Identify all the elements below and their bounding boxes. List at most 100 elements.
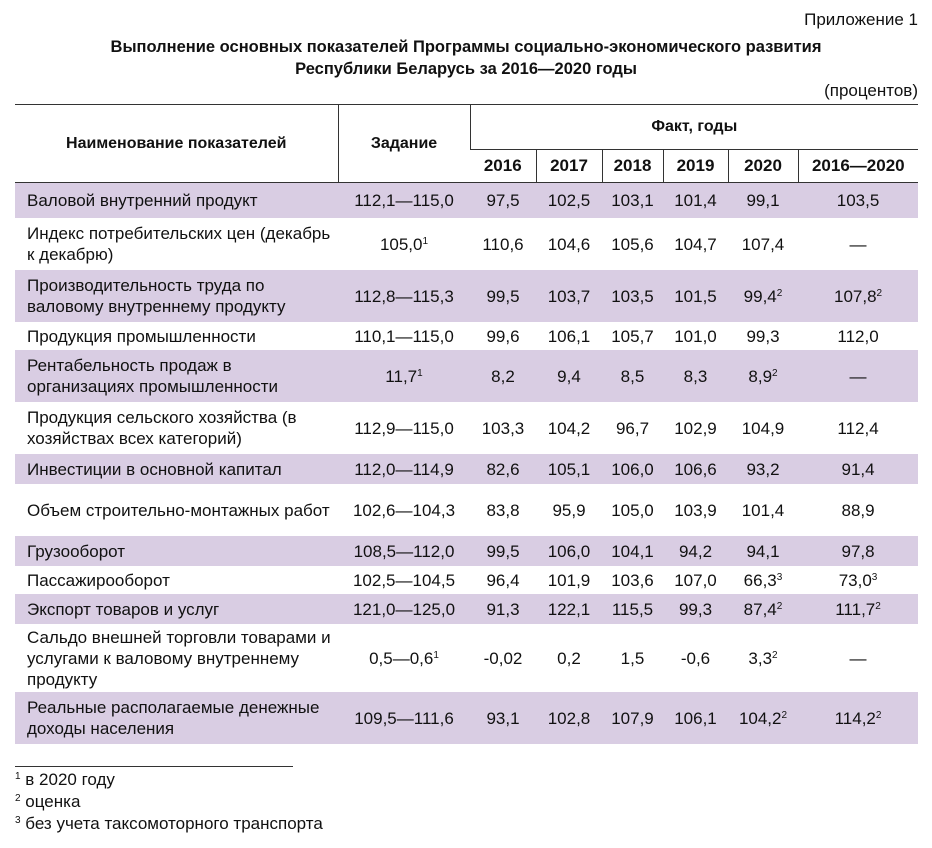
task-cell: 0,5—0,61 [338,624,470,692]
fact-value: 8,5 [620,366,645,386]
footnote-text: оценка [25,792,81,811]
indicators-table: Наименование показателей Задание Факт, г… [15,104,919,744]
fact-cell: 105,1 [536,454,602,484]
fact-cell: 107,0 [663,566,728,594]
fact-cell: 91,4 [798,454,919,484]
task-value: 121,0—125,0 [352,599,456,619]
fact-value: 106,1 [547,326,591,346]
table-row: Продукция промышленности 110,1—115,0 99,6 1… [15,322,918,350]
fact-cell: 112,4 [798,402,918,454]
table-row: Пассажирооборот 102,5—104,5 96,4 101,9 103,6… [15,566,918,594]
indicator-name: Сальдо внешней торговли товарами и услуг… [27,627,331,689]
fact-value: 112,0 [837,326,879,346]
fact-cell: 106,0 [536,536,602,566]
fact-value: 102,9 [674,418,717,438]
task-value: 112,9—115,0 [354,418,454,438]
fact-value: 101,0 [674,326,717,346]
header-year: 2019 [662,149,728,183]
fact-value: 111,7 [835,599,876,619]
task-value: 109,5—111,6 [354,708,454,728]
task-cell: 11,71 [338,350,470,402]
table-row: Рентабельность продаж в организациях про… [15,350,919,402]
fact-value: 106,0 [611,459,654,479]
fact-value: 105,6 [611,234,654,254]
task-cell: 112,1—115,0 [338,182,470,218]
fact-cell: 99,6 [470,322,536,350]
footnote-mark: 2 [772,649,778,661]
fact-cell: 104,9 [728,402,798,454]
footnote-mark: 1 [422,235,429,247]
task-cell: 110,1—115,0 [338,322,470,350]
fact-cell: 103,5 [602,270,663,322]
table-row: Сальдо внешней торговли товарами и услуг… [15,624,918,692]
fact-value: 91,4 [841,459,875,479]
indicator-name: Индекс потребительских цен (декабрь к де… [27,224,331,264]
fact-cell: 115,5 [602,594,663,624]
fact-cell: 107,4 [728,218,798,270]
fact-cell: 102,8 [536,692,602,744]
fact-cell: 103,5 [798,182,919,218]
fact-cell: 96,7 [602,402,663,454]
table-row: Валовой внутренний продукт 112,1—115,0 97,… [15,182,919,218]
task-cell: 112,9—115,0 [338,402,470,454]
fact-value: 8,3 [683,366,708,386]
fact-value: 104,6 [547,234,591,254]
fact-value: 102,5 [547,191,591,210]
fact-cell: -0,02 [470,624,536,692]
fact-cell: 1,5 [602,624,663,692]
fact-value: 83,8 [486,500,520,520]
fact-value: 105,7 [611,326,654,346]
table-row: Продукция сельского хозяйства (в хозяйст… [15,402,918,454]
fact-value: 101,4 [674,191,717,210]
fact-cell: 99,42 [728,270,798,322]
task-value: 105,0 [379,234,423,254]
fact-cell: 93,2 [728,454,798,484]
fact-cell: 101,5 [663,270,728,322]
footnote-mark: 1 [417,367,423,379]
fact-value: 122,1 [547,599,591,619]
fact-value: 99,5 [486,541,520,561]
fact-value: 112,4 [837,418,879,438]
fact-value: 95,9 [552,500,586,520]
fact-cell: 103,1 [602,182,663,218]
indicator-name: Пассажирооборот [27,570,170,590]
fact-value: 97,5 [486,191,520,210]
fact-value: 104,9 [741,418,785,438]
fact-cell: 104,22 [728,692,798,744]
footnotes: 1 в 2020 году 2 оценка 3 без учета таксомо… [15,769,323,835]
indicator-name: Экспорт товаров и услуг [15,594,338,624]
footnote-mark: 3 [871,571,878,583]
fact-cell: 99,3 [728,322,798,350]
fact-value: 102,8 [547,708,591,728]
task-value: 102,5—104,5 [352,570,456,590]
fact-value: 99,4 [743,286,777,306]
task-value: 0,5—0,6 [369,648,434,668]
fact-value: 87,4 [743,599,777,619]
fact-value: 82,6 [486,459,520,479]
fact-cell: 82,6 [470,454,536,484]
fact-value: 9,4 [557,366,581,386]
fact-cell: 114,22 [798,692,919,744]
fact-value: 1,5 [620,648,645,668]
header-year: 2016 [470,149,536,183]
unit-label: (процентов) [824,81,918,100]
fact-cell: 97,8 [798,536,919,566]
table-row: Инвестиции в основной капитал 112,0—114,9… [15,454,919,484]
fact-cell: 83,8 [470,484,536,536]
fact-cell: 9,4 [536,350,602,402]
fact-value: 107,8 [833,286,877,306]
fact-value: 88,9 [841,500,875,520]
fact-cell: 8,5 [602,350,663,402]
fact-value: 0,2 [557,648,581,668]
footnote-item: 1 в 2020 году [15,769,323,791]
fact-value: 99,3 [678,599,713,619]
task-cell: 105,01 [338,218,470,270]
task-value: 11,7 [385,366,418,386]
fact-value: 103,7 [547,286,591,306]
fact-cell: 101,0 [663,322,728,350]
footnote-mark: 2 [776,600,783,612]
fact-value: 103,5 [836,191,880,210]
footnote-item: 3 без учета таксомоторного транспорта [15,813,323,835]
task-cell: 112,8—115,3 [338,270,470,322]
